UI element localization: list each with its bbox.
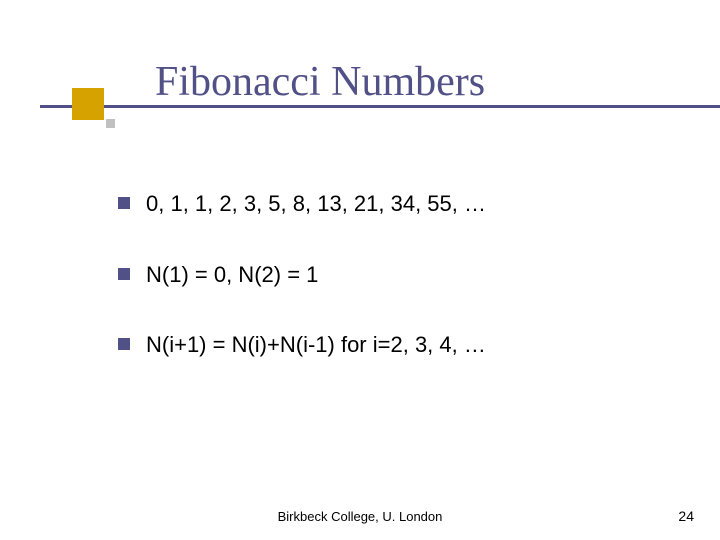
small-accent-box [106, 119, 115, 128]
slide-title: Fibonacci Numbers [155, 58, 485, 106]
bullet-text: 0, 1, 1, 2, 3, 5, 8, 13, 21, 34, 55, … [146, 190, 486, 219]
bullet-text: N(i+1) = N(i)+N(i-1) for i=2, 3, 4, … [146, 331, 486, 360]
bullet-item: 0, 1, 1, 2, 3, 5, 8, 13, 21, 34, 55, … [118, 190, 660, 219]
bullet-icon [118, 197, 130, 209]
footer-text: Birkbeck College, U. London [0, 509, 720, 524]
content-area: 0, 1, 1, 2, 3, 5, 8, 13, 21, 34, 55, … N… [118, 190, 660, 402]
bullet-item: N(1) = 0, N(2) = 1 [118, 261, 660, 290]
page-number: 24 [678, 508, 694, 524]
accent-box [72, 88, 104, 120]
bullet-item: N(i+1) = N(i)+N(i-1) for i=2, 3, 4, … [118, 331, 660, 360]
bullet-text: N(1) = 0, N(2) = 1 [146, 261, 318, 290]
bullet-icon [118, 268, 130, 280]
bullet-icon [118, 338, 130, 350]
header-area: Fibonacci Numbers [0, 0, 720, 125]
